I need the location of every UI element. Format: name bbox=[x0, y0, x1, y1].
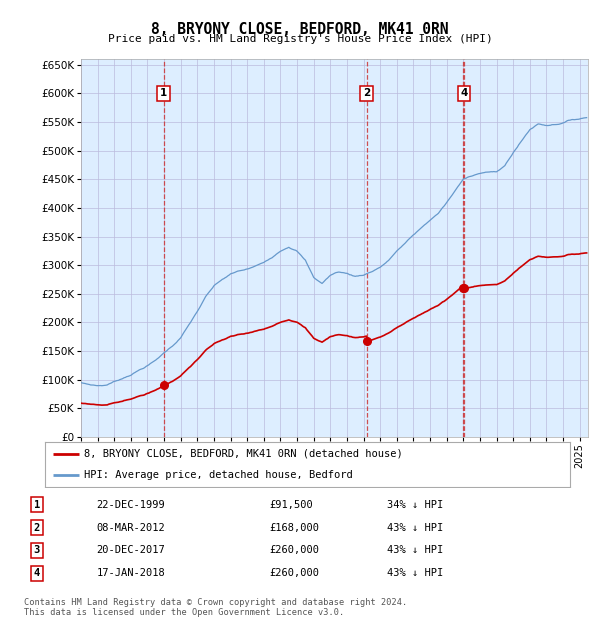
Text: 1: 1 bbox=[160, 88, 167, 99]
Text: £260,000: £260,000 bbox=[269, 569, 320, 578]
Text: 4: 4 bbox=[34, 569, 40, 578]
Text: 2: 2 bbox=[34, 523, 40, 533]
Text: 34% ↓ HPI: 34% ↓ HPI bbox=[387, 500, 443, 510]
Text: 20-DEC-2017: 20-DEC-2017 bbox=[97, 546, 165, 556]
Text: HPI: Average price, detached house, Bedford: HPI: Average price, detached house, Bedf… bbox=[85, 470, 353, 480]
Text: £168,000: £168,000 bbox=[269, 523, 320, 533]
Text: 08-MAR-2012: 08-MAR-2012 bbox=[97, 523, 165, 533]
Text: 8, BRYONY CLOSE, BEDFORD, MK41 0RN: 8, BRYONY CLOSE, BEDFORD, MK41 0RN bbox=[151, 22, 449, 37]
Text: £260,000: £260,000 bbox=[269, 546, 320, 556]
Text: 8, BRYONY CLOSE, BEDFORD, MK41 0RN (detached house): 8, BRYONY CLOSE, BEDFORD, MK41 0RN (deta… bbox=[85, 449, 403, 459]
Text: 3: 3 bbox=[34, 546, 40, 556]
Text: 1: 1 bbox=[34, 500, 40, 510]
Text: 43% ↓ HPI: 43% ↓ HPI bbox=[387, 569, 443, 578]
Text: 22-DEC-1999: 22-DEC-1999 bbox=[97, 500, 165, 510]
Text: Price paid vs. HM Land Registry's House Price Index (HPI): Price paid vs. HM Land Registry's House … bbox=[107, 34, 493, 44]
Text: 17-JAN-2018: 17-JAN-2018 bbox=[97, 569, 165, 578]
Text: 43% ↓ HPI: 43% ↓ HPI bbox=[387, 546, 443, 556]
Text: Contains HM Land Registry data © Crown copyright and database right 2024.
This d: Contains HM Land Registry data © Crown c… bbox=[24, 598, 407, 617]
Text: 2: 2 bbox=[363, 88, 370, 99]
Text: 43% ↓ HPI: 43% ↓ HPI bbox=[387, 523, 443, 533]
Text: £91,500: £91,500 bbox=[269, 500, 313, 510]
Text: 4: 4 bbox=[460, 88, 468, 99]
